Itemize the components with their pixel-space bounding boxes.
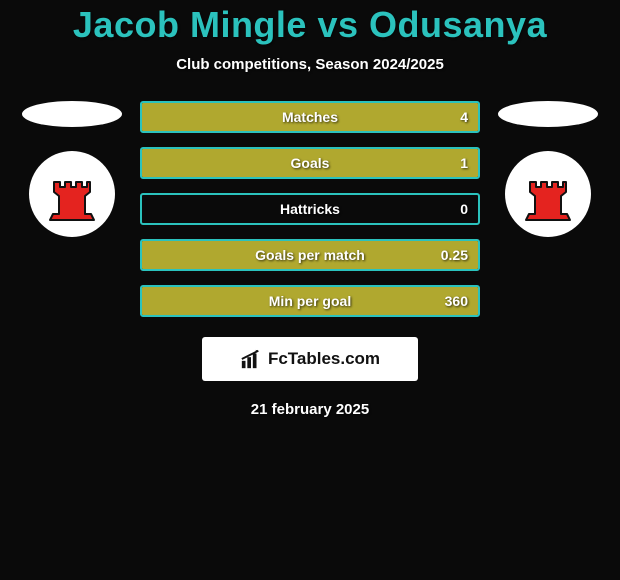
- stat-label: Hattricks: [280, 201, 340, 217]
- tower-icon: [42, 164, 102, 224]
- stat-bar: Hattricks 0: [140, 193, 480, 225]
- stat-label: Matches: [282, 109, 338, 125]
- stat-value: 4: [460, 109, 468, 125]
- stat-label: Min per goal: [269, 293, 351, 309]
- stat-label: Goals: [291, 155, 330, 171]
- stat-bar: Min per goal 360: [140, 285, 480, 317]
- main-row: Matches 4 Goals 1 Hattricks 0 Goals per match 0…: [0, 101, 620, 317]
- brand-box: FcTables.com: [202, 337, 418, 381]
- stat-label: Goals per match: [255, 247, 365, 263]
- stat-bars: Matches 4 Goals 1 Hattricks 0 Goals per match 0…: [140, 101, 480, 317]
- stat-bar: Goals per match 0.25: [140, 239, 480, 271]
- right-column: [498, 101, 598, 237]
- player2-name: Odusanya: [369, 4, 547, 45]
- page-title: Jacob Mingle vs Odusanya: [0, 4, 620, 46]
- brand-text: FcTables.com: [268, 349, 380, 369]
- vs-text: vs: [317, 4, 358, 45]
- stat-value: 360: [445, 293, 468, 309]
- stat-bar: Goals 1: [140, 147, 480, 179]
- player1-flag: [22, 101, 122, 127]
- stat-value: 0.25: [441, 247, 468, 263]
- left-column: [22, 101, 122, 237]
- stat-value: 0: [460, 201, 468, 217]
- stats-comparison-card: Jacob Mingle vs Odusanya Club competitio…: [0, 0, 620, 418]
- player2-club-crest: [505, 151, 591, 237]
- stat-bar: Matches 4: [140, 101, 480, 133]
- player2-flag: [498, 101, 598, 127]
- subtitle: Club competitions, Season 2024/2025: [0, 56, 620, 73]
- tower-icon: [518, 164, 578, 224]
- player1-name: Jacob Mingle: [73, 4, 307, 45]
- stat-value: 1: [460, 155, 468, 171]
- player1-club-crest: [29, 151, 115, 237]
- date-text: 21 february 2025: [0, 401, 620, 418]
- bar-chart-icon: [240, 348, 262, 370]
